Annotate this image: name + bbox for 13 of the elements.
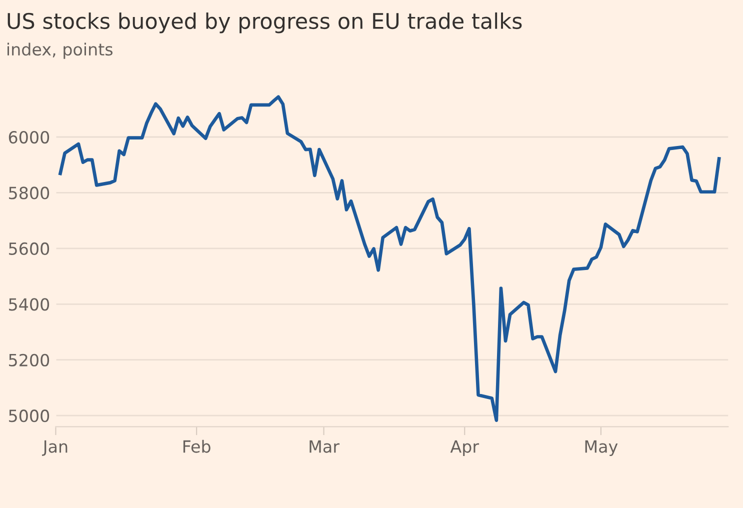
y-tick-label: 6000 <box>8 130 50 144</box>
chart-title: US stocks buoyed by progress on EU trade talks <box>8 12 522 34</box>
y-tick-label: 5800 <box>9 186 50 200</box>
x-tick-label: Jan <box>42 440 68 456</box>
y-tick-label: 5400 <box>9 298 50 311</box>
y-tick-label: 5600 <box>9 242 50 255</box>
x-tick-label: Apr <box>450 440 480 456</box>
y-tick-label: 5000 <box>9 410 50 422</box>
x-tick-label: May <box>585 440 618 456</box>
chart-subtitle: index, points <box>8 42 113 59</box>
x-tick-label: Mar <box>310 440 340 453</box>
x-tick-label: Feb <box>183 440 210 453</box>
y-tick-label: 5200 <box>9 354 50 366</box>
